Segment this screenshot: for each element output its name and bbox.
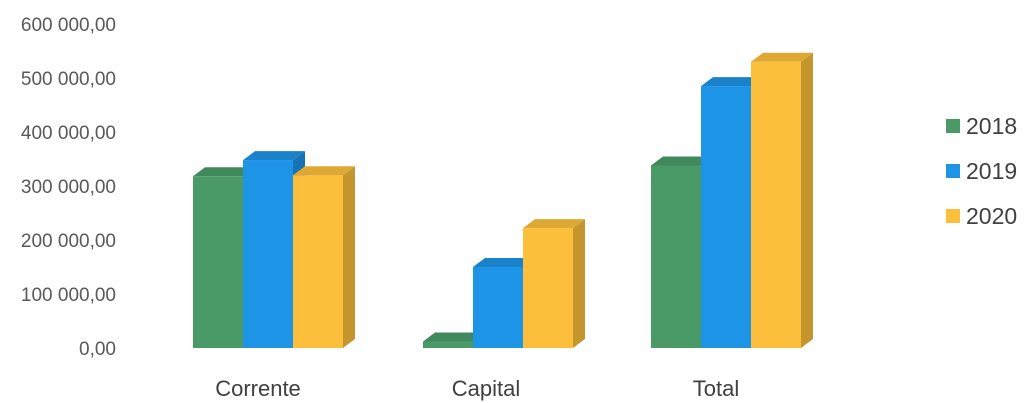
legend-item-2019: 2019 [946,158,1017,184]
y-tick-label: 400 000,00 [21,123,116,144]
x-category-label: Capital [452,376,520,401]
legend: 2018 2019 2020 [946,113,1017,229]
bar-front-face [473,267,523,348]
bar-total-2020 [751,52,813,349]
bar-corrente-2019 [243,151,305,348]
legend-label: 2018 [966,113,1017,139]
bar-side-face [573,219,585,348]
y-tick-label: 300 000,00 [21,177,116,198]
bar-top-face [423,332,485,342]
bar-front-face [423,341,473,348]
y-tick-label: 100 000,00 [21,285,116,306]
bar-front-face [293,175,343,348]
bar-side-face [343,166,355,348]
x-category-label: Corrente [215,376,301,401]
y-axis-tick-labels: 0,00 100 000,00 200 000,00 300 000,00 400 00… [21,15,116,360]
bar-top-face [651,156,713,166]
legend-label: 2020 [966,203,1017,229]
bar-front-face [701,86,751,348]
legend-swatch [946,164,960,178]
bar-top-face [701,77,763,87]
bar-top-face [751,52,813,62]
bar-front-face [751,61,801,349]
y-tick-label: 500 000,00 [21,69,116,90]
bar-top-face [523,219,585,229]
bar-front-face [243,160,293,348]
legend-label: 2019 [966,158,1017,184]
bar-side-face [801,52,813,349]
bar-capital-2020 [523,219,585,348]
bar-corrente-2020 [293,166,355,348]
bar-front-face [523,228,573,348]
legend-item-2018: 2018 [946,113,1017,139]
bar-front-face [193,176,243,348]
bar-top-face [193,167,255,177]
legend-swatch [946,119,960,133]
y-tick-label: 600 000,00 [21,15,116,36]
bars-group [193,52,813,349]
y-tick-label: 200 000,00 [21,231,116,252]
y-tick-label: 0,00 [79,339,116,360]
x-axis-category-labels: Corrente Capital Total [215,376,739,401]
bar-front-face [651,165,701,348]
bar-top-face [293,166,355,176]
bar-top-face [473,258,535,267]
x-category-label: Total [693,376,739,401]
legend-swatch [946,209,960,223]
legend-item-2020: 2020 [946,203,1017,229]
bar-top-face [243,151,305,161]
